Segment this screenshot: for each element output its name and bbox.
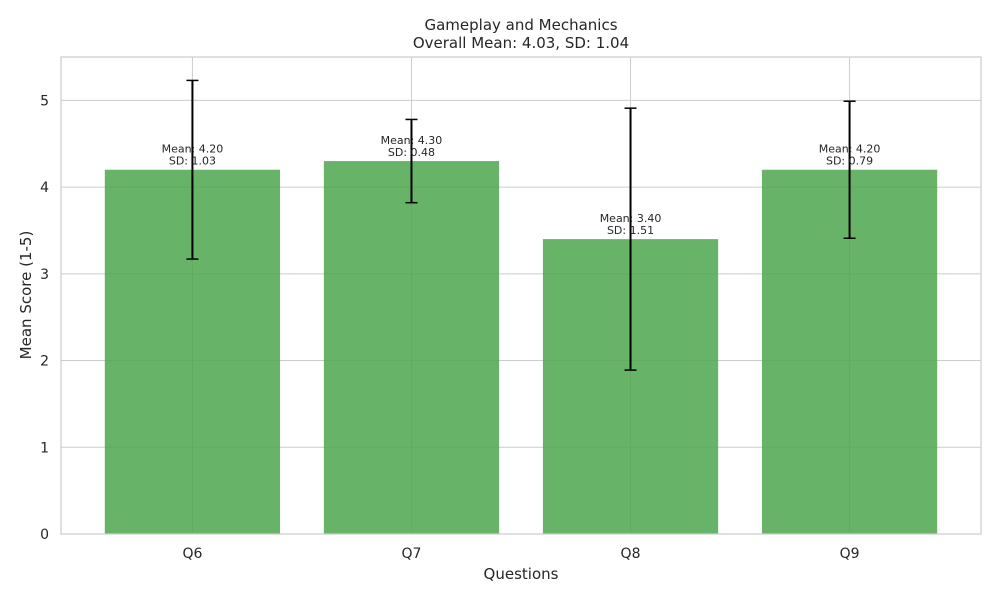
x-tick-label: Q7 — [402, 546, 422, 562]
tick-labels: 0 1 2 3 4 5 Q6 Q7 Q8 Q9 — [40, 93, 859, 562]
bar-value-label: SD: 0.48 — [388, 146, 435, 159]
error-bar — [624, 107, 637, 371]
x-axis-label: Questions — [484, 565, 559, 583]
bar-value-label: Mean: 4.20 — [819, 143, 881, 156]
y-tick-label: 0 — [40, 527, 49, 543]
x-tick-label: Q9 — [840, 546, 860, 562]
bar — [323, 161, 500, 534]
plot-frame — [60, 56, 982, 535]
error-bar — [186, 79, 199, 260]
bar-value-label: Mean: 4.30 — [381, 134, 443, 147]
chart-title: Gameplay and Mechanics — [424, 16, 617, 34]
bar-value-label: SD: 1.51 — [607, 224, 654, 237]
error-bar — [843, 100, 856, 240]
y-axis-label: Mean Score (1-5) — [17, 231, 35, 360]
chart-subtitle: Overall Mean: 4.03, SD: 1.04 — [413, 34, 629, 52]
bar-value-label: SD: 1.03 — [169, 155, 216, 168]
bar-value-label: Mean: 3.40 — [600, 212, 662, 225]
error-bars — [186, 79, 856, 371]
y-tick-label: 3 — [40, 267, 49, 283]
x-tick-label: Q6 — [182, 546, 202, 562]
y-tick-label: 4 — [40, 180, 49, 196]
y-tick-label: 1 — [40, 440, 49, 456]
y-tick-label: 5 — [40, 93, 49, 109]
y-tick-label: 2 — [40, 354, 49, 370]
error-bar — [405, 118, 418, 204]
bar-value-label: Mean: 4.20 — [162, 143, 224, 156]
bar-value-label: SD: 0.79 — [826, 155, 873, 168]
x-tick-label: Q8 — [621, 546, 641, 562]
